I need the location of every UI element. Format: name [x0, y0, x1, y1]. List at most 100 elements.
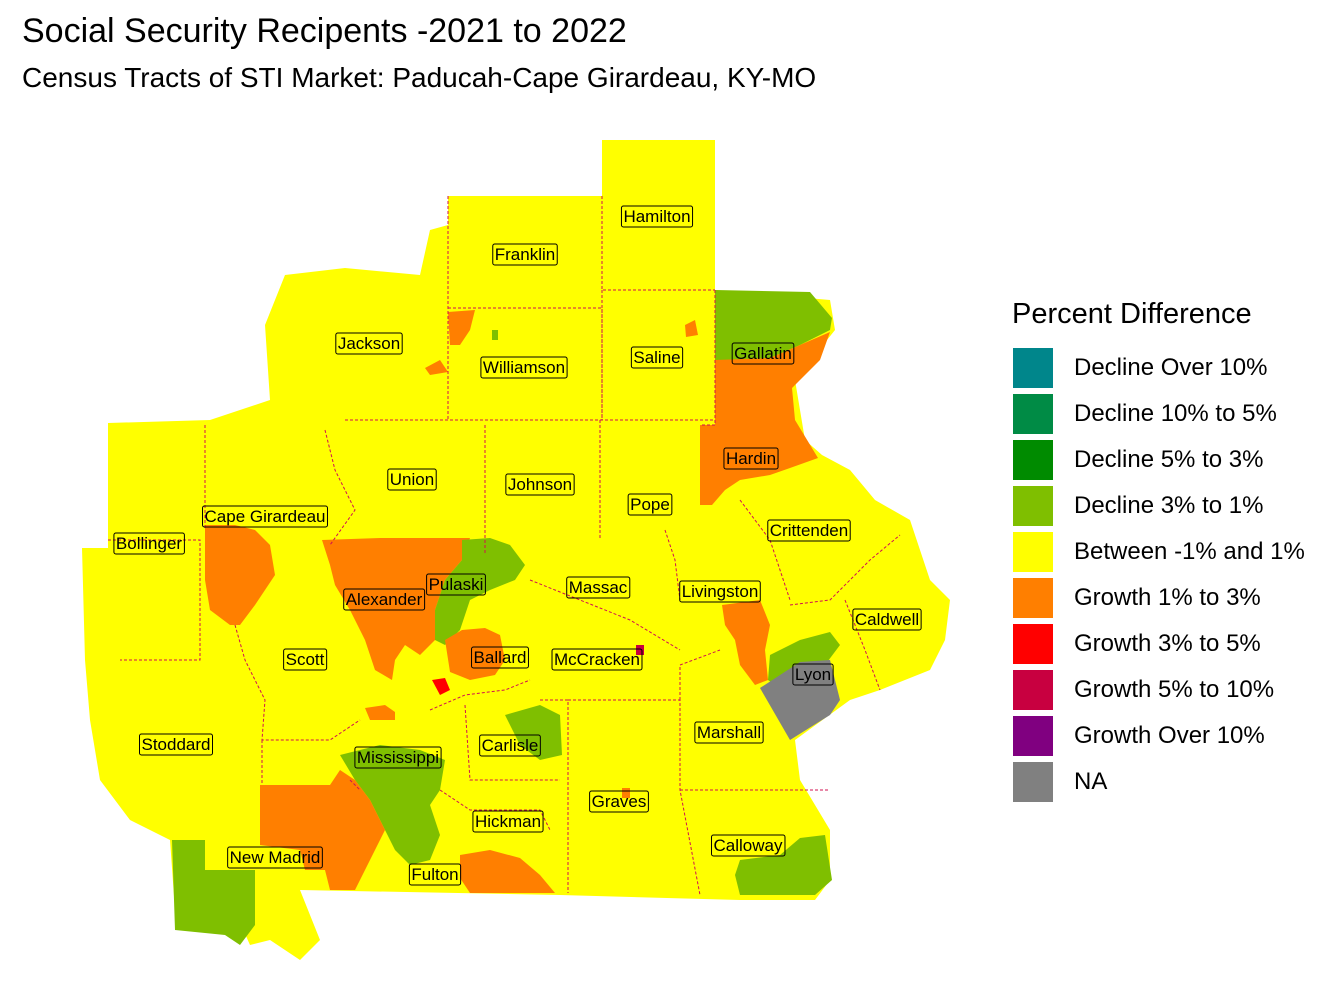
county-label: Saline [630, 346, 684, 369]
county-name: Caldwell [855, 610, 919, 629]
county-name: Mississippi [357, 748, 439, 767]
legend-items: Decline Over 10% Decline 10% to 5% Decline… [1012, 345, 1305, 805]
county-label: Gallatin [731, 342, 795, 365]
county-name: Bollinger [116, 534, 182, 553]
county-label: New Madrid [227, 846, 323, 869]
county-name: Ballard [474, 648, 527, 667]
county-name: Lyon [795, 665, 831, 684]
county-label: Lyon [792, 663, 834, 686]
county-name: Calloway [714, 836, 783, 855]
region-scott-growth [365, 705, 395, 720]
county-name: Hardin [726, 449, 776, 468]
region-williamson-growth [448, 310, 475, 345]
legend-item: Decline 5% to 3% [1012, 437, 1305, 483]
county-label: Union [387, 468, 437, 491]
county-name: Pulaski [429, 575, 484, 594]
legend-swatch [1012, 531, 1054, 573]
region-fulton-growth [460, 850, 555, 893]
county-name: Union [390, 470, 434, 489]
county-name: New Madrid [230, 848, 321, 867]
region-mississippi-decline [340, 745, 445, 865]
legend-label: Growth 1% to 3% [1074, 584, 1261, 611]
county-label: Hamilton [620, 205, 694, 228]
legend-item: Decline 10% to 5% [1012, 391, 1305, 437]
county-label: Calloway [711, 834, 786, 857]
county-name: Crittenden [770, 521, 848, 540]
region-new-madrid-growth [260, 770, 385, 890]
legend-label: NA [1074, 768, 1108, 795]
legend-swatch [1012, 393, 1054, 435]
region-williamson-decline [492, 330, 498, 340]
county-name: Massac [569, 578, 628, 597]
county-name: Jackson [338, 334, 400, 353]
legend-swatch [1012, 761, 1054, 803]
county-label: Bollinger [113, 532, 185, 555]
region-livingston-growth [722, 600, 770, 685]
county-label: Fulton [408, 863, 462, 886]
county-name: Johnson [508, 475, 572, 494]
legend-item: NA [1012, 759, 1305, 805]
county-name: Gallatin [734, 344, 792, 363]
legend-swatch [1012, 577, 1054, 619]
county-label: Crittenden [767, 519, 851, 542]
region-pulaski-decline [435, 538, 525, 645]
county-label: Ballard [471, 646, 529, 669]
county-boundaries [108, 196, 901, 896]
county-label: Hardin [723, 447, 779, 470]
region-calloway-decline [735, 835, 832, 895]
legend-item: Between -1% and 1% [1012, 529, 1305, 575]
county-name: Livingston [682, 582, 759, 601]
legend-label: Decline 3% to 1% [1074, 492, 1264, 519]
region-carlisle-decline [505, 705, 562, 760]
county-label: Williamson [480, 356, 568, 379]
county-label: Marshall [694, 721, 764, 744]
legend-title: Percent Difference [1012, 298, 1252, 330]
legend-label: Growth 3% to 5% [1074, 630, 1261, 657]
map-subtitle: Census Tracts of STI Market: Paducah-Cap… [22, 62, 817, 93]
county-label: Scott [283, 648, 328, 671]
county-label: Hickman [472, 810, 544, 833]
legend-swatch [1012, 669, 1054, 711]
legend-item: Growth 1% to 3% [1012, 575, 1305, 621]
county-name: Pope [630, 495, 670, 514]
county-label: Franklin [492, 243, 558, 266]
county-name: Graves [592, 792, 647, 811]
county-name: McCracken [554, 650, 640, 669]
county-name: Marshall [697, 723, 761, 742]
county-label: Livingston [679, 580, 761, 603]
region-hardin-growth [700, 332, 830, 505]
county-name: Scott [286, 650, 325, 669]
legend-item: Decline 3% to 1% [1012, 483, 1305, 529]
legend-swatch [1012, 347, 1054, 389]
legend-item: Growth 3% to 5% [1012, 621, 1305, 667]
legend-item: Growth Over 10% [1012, 713, 1305, 759]
region-growth-3-5 [432, 678, 450, 695]
region-ballard-growth [445, 628, 505, 680]
county-name: Hickman [475, 812, 541, 831]
county-name: Alexander [346, 590, 423, 609]
county-label: Alexander [343, 588, 426, 611]
county-name: Franklin [495, 245, 555, 264]
region-new-madrid-decline [172, 840, 255, 945]
county-name: Cape Girardeau [205, 507, 326, 526]
map-title: Social Security Recipents -2021 to 2022 [22, 12, 627, 50]
region-lyon-na [760, 660, 840, 740]
county-name: Stoddard [142, 735, 211, 754]
region-saline-growth [685, 320, 698, 337]
county-label: Pope [627, 493, 673, 516]
county-label: Jackson [335, 332, 403, 355]
legend-swatch [1012, 439, 1054, 481]
legend-label: Decline Over 10% [1074, 354, 1268, 381]
county-name: Fulton [411, 865, 458, 884]
county-label: Pulaski [426, 573, 486, 596]
legend-label: Growth 5% to 10% [1074, 676, 1275, 703]
county-name: Carlisle [482, 736, 539, 755]
county-label: Carlisle [479, 734, 541, 757]
county-name: Hamilton [623, 207, 690, 226]
choropleth-map: Hamilton Franklin Jackson Williamson Saline G… [82, 140, 950, 960]
county-label: Graves [589, 790, 649, 813]
legend-swatch [1012, 485, 1054, 527]
county-name: Saline [633, 348, 680, 367]
legend-item: Decline Over 10% [1012, 345, 1305, 391]
legend: Percent Difference Decline Over 10% Decli… [1012, 298, 1305, 805]
